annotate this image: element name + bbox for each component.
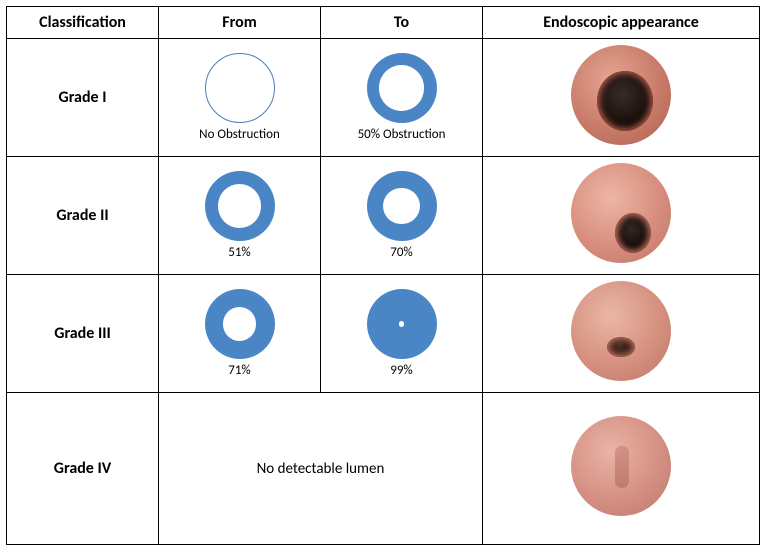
grade-3-to-cell: 99%: [321, 275, 483, 393]
grade-2-from-cell: 51%: [159, 157, 321, 275]
grade-2-label: Grade II: [7, 157, 159, 275]
ring-icon: [367, 171, 437, 241]
row-grade-1: Grade I No Obstruction 50% Obstruction: [7, 39, 760, 157]
ring-icon: [205, 289, 275, 359]
grade-3-to-caption: 99%: [390, 363, 412, 378]
header-row: Classification From To Endoscopic appear…: [7, 7, 760, 39]
endoscopic-image-icon: [571, 281, 671, 381]
grade-4-endo-cell: [483, 393, 760, 545]
grade-1-to-cell: 50% Obstruction: [321, 39, 483, 157]
endoscopic-image-icon: [571, 45, 671, 145]
grade-2-to-cell: 70%: [321, 157, 483, 275]
classification-table: Classification From To Endoscopic appear…: [6, 6, 760, 545]
row-grade-3: Grade III 71% 99%: [7, 275, 760, 393]
endoscopic-image-icon: [571, 163, 671, 263]
grade-4-merged-text: No detectable lumen: [159, 393, 483, 545]
grade-1-label: Grade I: [7, 39, 159, 157]
grade-3-label: Grade III: [7, 275, 159, 393]
grade-1-from-cell: No Obstruction: [159, 39, 321, 157]
grade-3-from-cell: 71%: [159, 275, 321, 393]
ring-icon: [367, 289, 437, 359]
grade-2-endo-cell: [483, 157, 760, 275]
ring-icon: [205, 171, 275, 241]
grade-1-to-caption: 50% Obstruction: [358, 127, 446, 142]
grade-3-from-caption: 71%: [228, 363, 250, 378]
ring-icon: [367, 53, 437, 123]
grade-4-label: Grade IV: [7, 393, 159, 545]
header-classification: Classification: [7, 7, 159, 39]
grade-1-endo-cell: [483, 39, 760, 157]
grade-2-to-caption: 70%: [390, 245, 412, 260]
header-to: To: [321, 7, 483, 39]
grade-1-from-caption: No Obstruction: [199, 127, 280, 142]
grade-2-from-caption: 51%: [228, 245, 250, 260]
endoscopic-image-icon: [571, 416, 671, 516]
row-grade-4: Grade IV No detectable lumen: [7, 393, 760, 545]
header-from: From: [159, 7, 321, 39]
row-grade-2: Grade II 51% 70%: [7, 157, 760, 275]
ring-icon: [205, 53, 275, 123]
header-endo: Endoscopic appearance: [483, 7, 760, 39]
grade-3-endo-cell: [483, 275, 760, 393]
